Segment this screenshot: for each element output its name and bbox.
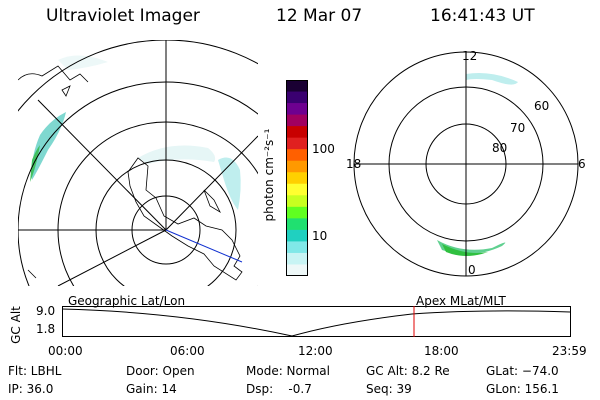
x-tick-1: 06:00 bbox=[170, 344, 205, 358]
colorbar-band bbox=[286, 264, 308, 276]
colorbar-band bbox=[286, 91, 308, 104]
polar-map: 12 0 18 6 60 70 80 bbox=[346, 49, 586, 277]
colorbar-band bbox=[286, 252, 308, 265]
colorbar-band bbox=[286, 195, 308, 208]
date-label: 12 Mar 07 bbox=[276, 6, 363, 26]
ip-status: IP: 36.0 bbox=[8, 382, 54, 396]
colorbar-band bbox=[286, 183, 308, 196]
colorbar-band bbox=[286, 137, 308, 150]
mlt-6-label: 6 bbox=[578, 157, 586, 171]
lat-60-label: 60 bbox=[534, 99, 549, 113]
x-tick-2: 12:00 bbox=[298, 344, 333, 358]
dsp-status: Dsp: -0.7 bbox=[246, 382, 312, 396]
glon-status: GLon: 156.1 bbox=[486, 382, 559, 396]
colorbar-band bbox=[286, 172, 308, 185]
colorbar-band bbox=[286, 80, 308, 93]
glat-status: GLat: −74.0 bbox=[486, 364, 559, 378]
altitude-tick-top: 9.0 bbox=[36, 304, 56, 318]
colorbar-unit-label: photon cm⁻²s⁻¹ bbox=[262, 128, 276, 222]
filter-status: Flt: LBHL bbox=[8, 364, 62, 378]
colorbar-band bbox=[286, 160, 308, 173]
altitude-tick-bottom: 1.8 bbox=[36, 322, 56, 336]
time-label: 16:41:43 UT bbox=[430, 6, 535, 26]
lat-80-label: 80 bbox=[492, 141, 507, 155]
mode-status: Mode: Normal bbox=[246, 364, 330, 378]
geographic-map bbox=[18, 40, 258, 286]
door-status: Door: Open bbox=[126, 364, 195, 378]
colorbar-tick-10: 10 bbox=[312, 229, 328, 243]
colorbar-band bbox=[286, 126, 308, 139]
instrument-title: Ultraviolet Imager bbox=[46, 6, 200, 26]
colorbar-band bbox=[286, 206, 308, 219]
geo-map-label: Geographic Lat/Lon bbox=[68, 294, 186, 308]
mlt-12-label: 12 bbox=[462, 49, 477, 63]
x-tick-0: 00:00 bbox=[48, 344, 83, 358]
colorbar-band bbox=[286, 114, 308, 127]
altitude-plot bbox=[62, 306, 571, 337]
polar-map-label: Apex MLat/MLT bbox=[416, 294, 506, 308]
colorbar-tick-100: 100 bbox=[312, 142, 335, 156]
colorbar-band bbox=[286, 149, 308, 162]
x-tick-3: 18:00 bbox=[424, 344, 459, 358]
colorbar-band bbox=[286, 229, 308, 242]
colorbar bbox=[286, 80, 308, 276]
x-tick-4: 23:59 bbox=[552, 344, 587, 358]
altitude-axis-label: GC Alt bbox=[9, 306, 23, 344]
colorbar-band bbox=[286, 103, 308, 116]
colorbar-band bbox=[286, 241, 308, 254]
colorbar-band bbox=[286, 218, 308, 231]
gain-status: Gain: 14 bbox=[126, 382, 177, 396]
lat-70-label: 70 bbox=[510, 121, 525, 135]
mlt-0-label: 0 bbox=[468, 263, 476, 277]
gc-alt-status: GC Alt: 8.2 Re bbox=[366, 364, 450, 378]
mlt-18-label: 18 bbox=[346, 157, 361, 171]
seq-status: Seq: 39 bbox=[366, 382, 412, 396]
